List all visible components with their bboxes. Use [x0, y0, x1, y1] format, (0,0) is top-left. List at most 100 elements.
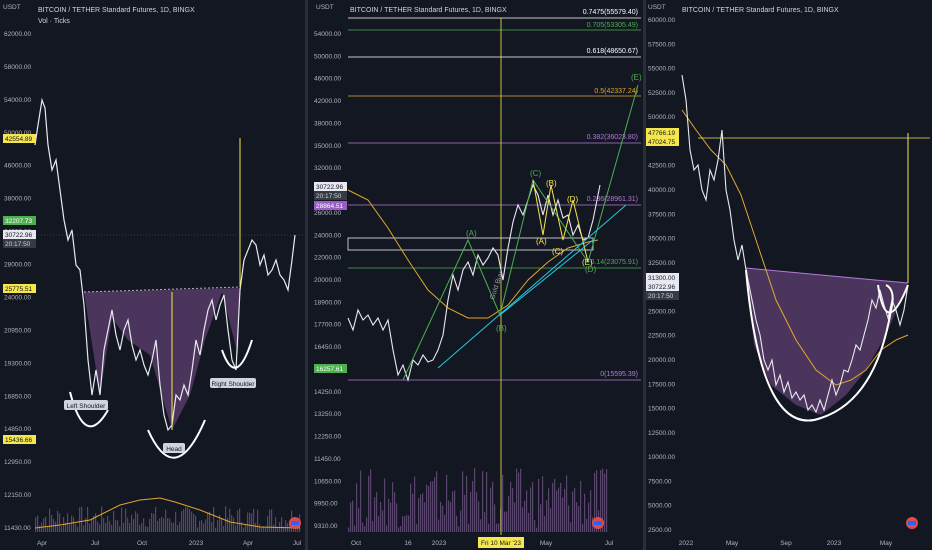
volume-bar: [532, 482, 534, 532]
volume-bar: [454, 490, 456, 532]
volume-bar: [478, 501, 480, 532]
volume-bar: [105, 522, 107, 532]
x-tick-label: 2023: [189, 540, 204, 547]
volume-bar: [562, 497, 564, 532]
volume-bar: [139, 525, 141, 532]
price-line: [34, 97, 296, 432]
volume-bar: [191, 511, 193, 532]
cup-zone: [746, 268, 908, 415]
volume-bar: [474, 468, 476, 532]
volume-bar: [281, 517, 283, 532]
y-tick-label: 18900.00: [314, 299, 341, 306]
chart-panel-2[interactable]: USDT BITCOIN / TETHER Standard Futures, …: [308, 0, 643, 550]
volume-bar: [143, 518, 145, 532]
panel-divider[interactable]: [643, 0, 646, 550]
y-tick-label: 35000.00: [648, 236, 675, 243]
volume-bar: [211, 522, 213, 532]
fib-label: 0.7475(55579.40): [583, 9, 638, 16]
volume-bar: [526, 490, 528, 532]
volume-bar: [534, 520, 536, 532]
volume-bar: [131, 514, 133, 532]
y-tick-label: 10650.00: [314, 478, 341, 485]
volume-bar: [127, 517, 129, 532]
volume-bar: [185, 506, 187, 532]
y-axis: 62000.00 58000.00 54000.00 50000.00 46000.00…: [4, 31, 31, 532]
volume-bar: [378, 516, 380, 532]
volume-bar: [231, 515, 233, 532]
currency-label: USDT: [648, 4, 666, 11]
volume-bar: [558, 487, 560, 532]
volume-bar: [356, 483, 358, 532]
annotation-box: [163, 443, 185, 453]
volume-bar: [65, 522, 67, 532]
volume-bar: [207, 512, 209, 532]
volume-bar: [590, 490, 592, 532]
y-tick-label: 46000.00: [4, 163, 31, 170]
volume-bar: [297, 527, 299, 532]
volume-bar: [141, 523, 143, 532]
volume-bar: [450, 501, 452, 532]
chart-canvas-2[interactable]: USDT BITCOIN / TETHER Standard Futures, …: [308, 0, 643, 550]
handle-arc: [877, 284, 909, 314]
y-tick-label: 22000.00: [314, 255, 341, 262]
volume-bar: [584, 493, 586, 532]
volume-bar: [233, 517, 235, 532]
chart-panel-3[interactable]: USDT BITCOIN / TETHER Standard Futures, …: [646, 0, 932, 550]
y-tick-label: 24000.00: [314, 232, 341, 239]
price-label: 15436.66: [3, 435, 36, 444]
volume-bar: [271, 509, 273, 532]
volume-bar: [392, 482, 394, 532]
volume-bar: [552, 483, 554, 532]
volume-bar: [530, 487, 532, 532]
volume-bar: [406, 514, 408, 532]
volume-bar: [245, 524, 247, 532]
y-tick-label: 55000.00: [648, 66, 675, 73]
svg-text:20:17:50: 20:17:50: [5, 241, 31, 248]
panel-divider[interactable]: [305, 0, 308, 550]
fib-label: 0.618(48650.67): [587, 48, 638, 55]
volume-bar: [171, 522, 173, 532]
volume-bar: [71, 515, 73, 532]
rim-line: [745, 267, 909, 284]
volume-bar: [43, 518, 45, 532]
y-tick-label: 24000.00: [4, 294, 31, 301]
head-arc: [147, 419, 206, 459]
fib-label: 0(15595.39): [600, 371, 638, 378]
y-tick-label: 38000.00: [4, 196, 31, 203]
volume-bar: [69, 524, 71, 532]
volume-bar: [556, 490, 558, 532]
y-tick-label: 37500.00: [648, 211, 675, 218]
y-tick-label: 9950.00: [314, 501, 338, 508]
volume-bar: [249, 512, 251, 532]
chart-panel-1[interactable]: USDT BITCOIN / TETHER Standard Futures, …: [0, 0, 305, 550]
volume-bar: [153, 513, 155, 532]
volume-bar: [452, 491, 454, 532]
volume-bar: [372, 520, 374, 532]
chart-canvas-1[interactable]: USDT BITCOIN / TETHER Standard Futures, …: [0, 0, 305, 550]
volume-bar: [97, 521, 99, 532]
y-tick-label: 25000.00: [648, 308, 675, 315]
volume-bar: [420, 494, 422, 532]
volume-bar: [456, 515, 458, 532]
volume-bar: [570, 522, 572, 532]
volume-bar: [237, 510, 239, 532]
volume-bar: [107, 515, 109, 532]
y-tick-label: 16450.00: [314, 344, 341, 351]
volume-bar: [217, 520, 219, 532]
chart-canvas-3[interactable]: USDT BITCOIN / TETHER Standard Futures, …: [646, 0, 932, 550]
head-shoulders-zone: [84, 288, 240, 430]
svg-text:15436.66: 15436.66: [5, 437, 32, 444]
wave-label: (B): [496, 324, 507, 333]
volume-bar: [588, 502, 590, 532]
volume-bar: [235, 525, 237, 532]
volume-bar: [169, 518, 171, 532]
volume-bar: [197, 527, 199, 532]
volume-bar: [418, 497, 420, 532]
volume-bar: [215, 527, 217, 532]
y-tick-label: 5000.00: [648, 503, 672, 510]
volume-bar: [582, 523, 584, 532]
volume-bar: [73, 517, 75, 532]
volume-bar: [47, 526, 49, 532]
flag-icon-inner: [594, 521, 602, 525]
y-tick-label: 54000.00: [314, 31, 341, 38]
